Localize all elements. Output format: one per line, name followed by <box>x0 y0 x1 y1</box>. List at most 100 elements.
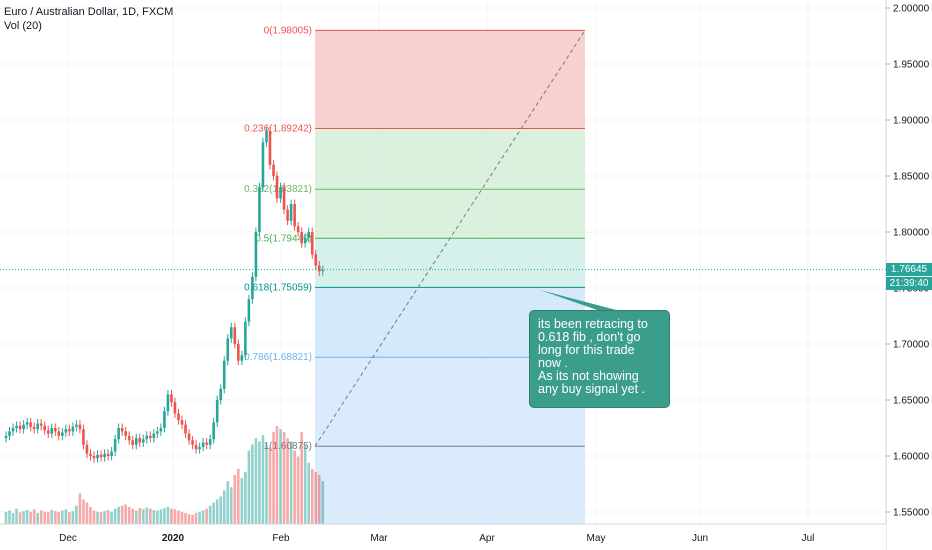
volume-bar <box>286 438 289 524</box>
candle-body <box>124 431 127 436</box>
candle-body <box>314 254 318 266</box>
volume-bar <box>191 514 194 524</box>
fibonacci-retracement[interactable]: 0(1.98005)0.236(1.89242)0.382(1.83821)0.… <box>244 25 585 524</box>
candle-body <box>106 453 110 456</box>
candle-body <box>131 440 135 445</box>
candle-body <box>159 428 163 432</box>
volume-bar <box>71 511 75 524</box>
candle-body <box>36 423 39 430</box>
symbol-title: Euro / Australian Dollar, 1D, FXCM <box>4 6 174 18</box>
volume-bar <box>247 450 251 524</box>
time-tick-label: Dec <box>59 533 77 544</box>
volume-bar <box>268 447 272 524</box>
candle-body <box>261 142 265 188</box>
candle-body <box>215 400 219 423</box>
volume-bar <box>152 509 156 524</box>
time-axis[interactable]: Dec 2020 Feb Mar Apr May Jun Jul <box>0 523 886 550</box>
volume-bar <box>212 502 215 524</box>
volume-bar <box>159 509 163 524</box>
candle-body <box>29 422 32 427</box>
candle-body <box>307 232 311 238</box>
volume-bar <box>314 471 318 524</box>
candle-body <box>85 444 89 454</box>
volume-bar <box>300 432 303 524</box>
volume-bar <box>43 511 47 524</box>
volume-bar <box>201 510 205 524</box>
volume-bar <box>124 504 127 524</box>
volume-bar <box>50 509 54 524</box>
volume-bar <box>25 509 29 524</box>
candle-body <box>272 164 275 176</box>
volume-indicator-label[interactable]: Vol (20) <box>4 20 42 32</box>
volume-bar <box>208 505 212 524</box>
volume-bar <box>293 450 296 524</box>
candle-body <box>201 442 205 448</box>
volume-bar <box>134 510 138 524</box>
time-tick-label: Mar <box>370 533 388 544</box>
volume-bar <box>106 509 110 524</box>
fib-level-label: 0.5(1.79440) <box>255 233 312 244</box>
price-tick-label: 1.70000 <box>893 340 930 351</box>
annotation-callout[interactable]: its been retracing to 0.618 fib , don't … <box>529 310 670 408</box>
volume-bar <box>145 507 149 524</box>
volume-bar <box>310 468 314 524</box>
candle-body <box>289 204 293 221</box>
candle-body <box>237 344 240 361</box>
candle-body <box>244 321 247 356</box>
candle-body <box>254 232 258 277</box>
candle-body <box>251 276 254 300</box>
volume-bar <box>131 508 135 524</box>
candle-body <box>247 299 251 322</box>
volume-bar <box>57 511 61 524</box>
volume-bar <box>36 512 39 524</box>
candle-body <box>75 424 78 427</box>
volume-bar <box>237 468 240 524</box>
candle-body <box>212 422 215 440</box>
volume-bar <box>215 499 219 524</box>
volume-bar <box>321 481 325 524</box>
candle-body <box>240 355 244 361</box>
note-line: now . <box>538 356 568 370</box>
volume-bar <box>296 456 300 524</box>
volume-bar <box>261 435 265 524</box>
time-axis-bg <box>0 524 886 550</box>
candle-body <box>321 270 325 272</box>
fib-trend-line <box>314 30 586 447</box>
volume-bar <box>15 508 18 524</box>
volume-bar <box>166 506 170 524</box>
volume-bar <box>282 432 286 524</box>
volume-bar <box>289 441 293 524</box>
volume-bar <box>138 508 142 524</box>
candle-body <box>296 226 300 232</box>
candle-body <box>46 430 50 434</box>
time-tick-label: Feb <box>272 533 290 544</box>
volume-bar <box>180 511 184 524</box>
candle-body <box>303 237 307 244</box>
candle-body <box>152 433 156 439</box>
candle-body <box>145 435 149 440</box>
fib-zone <box>315 189 585 239</box>
fib-zone <box>315 128 585 190</box>
volume-bar <box>78 493 82 524</box>
volume-bars <box>4 426 325 524</box>
candle-body <box>300 232 303 244</box>
volume-bar <box>177 510 180 524</box>
volume-bar <box>149 508 152 524</box>
callout-pointer <box>540 290 620 311</box>
volume-bar <box>120 505 124 524</box>
time-tick-label: Jul <box>802 533 815 544</box>
volume-bar <box>46 512 50 524</box>
price-tick-label: 1.90000 <box>893 116 930 127</box>
candle-body <box>71 426 75 432</box>
fib-zone-extension <box>315 446 585 524</box>
price-tick-label: 1.85000 <box>893 172 930 183</box>
volume-bar <box>163 508 166 524</box>
candle-body <box>233 327 237 344</box>
volume-bar <box>226 481 230 524</box>
candle-body <box>229 327 233 339</box>
volume-bar <box>113 508 117 524</box>
volume-bar <box>18 512 22 524</box>
candle-body <box>127 435 131 441</box>
volume-bar <box>244 471 247 524</box>
